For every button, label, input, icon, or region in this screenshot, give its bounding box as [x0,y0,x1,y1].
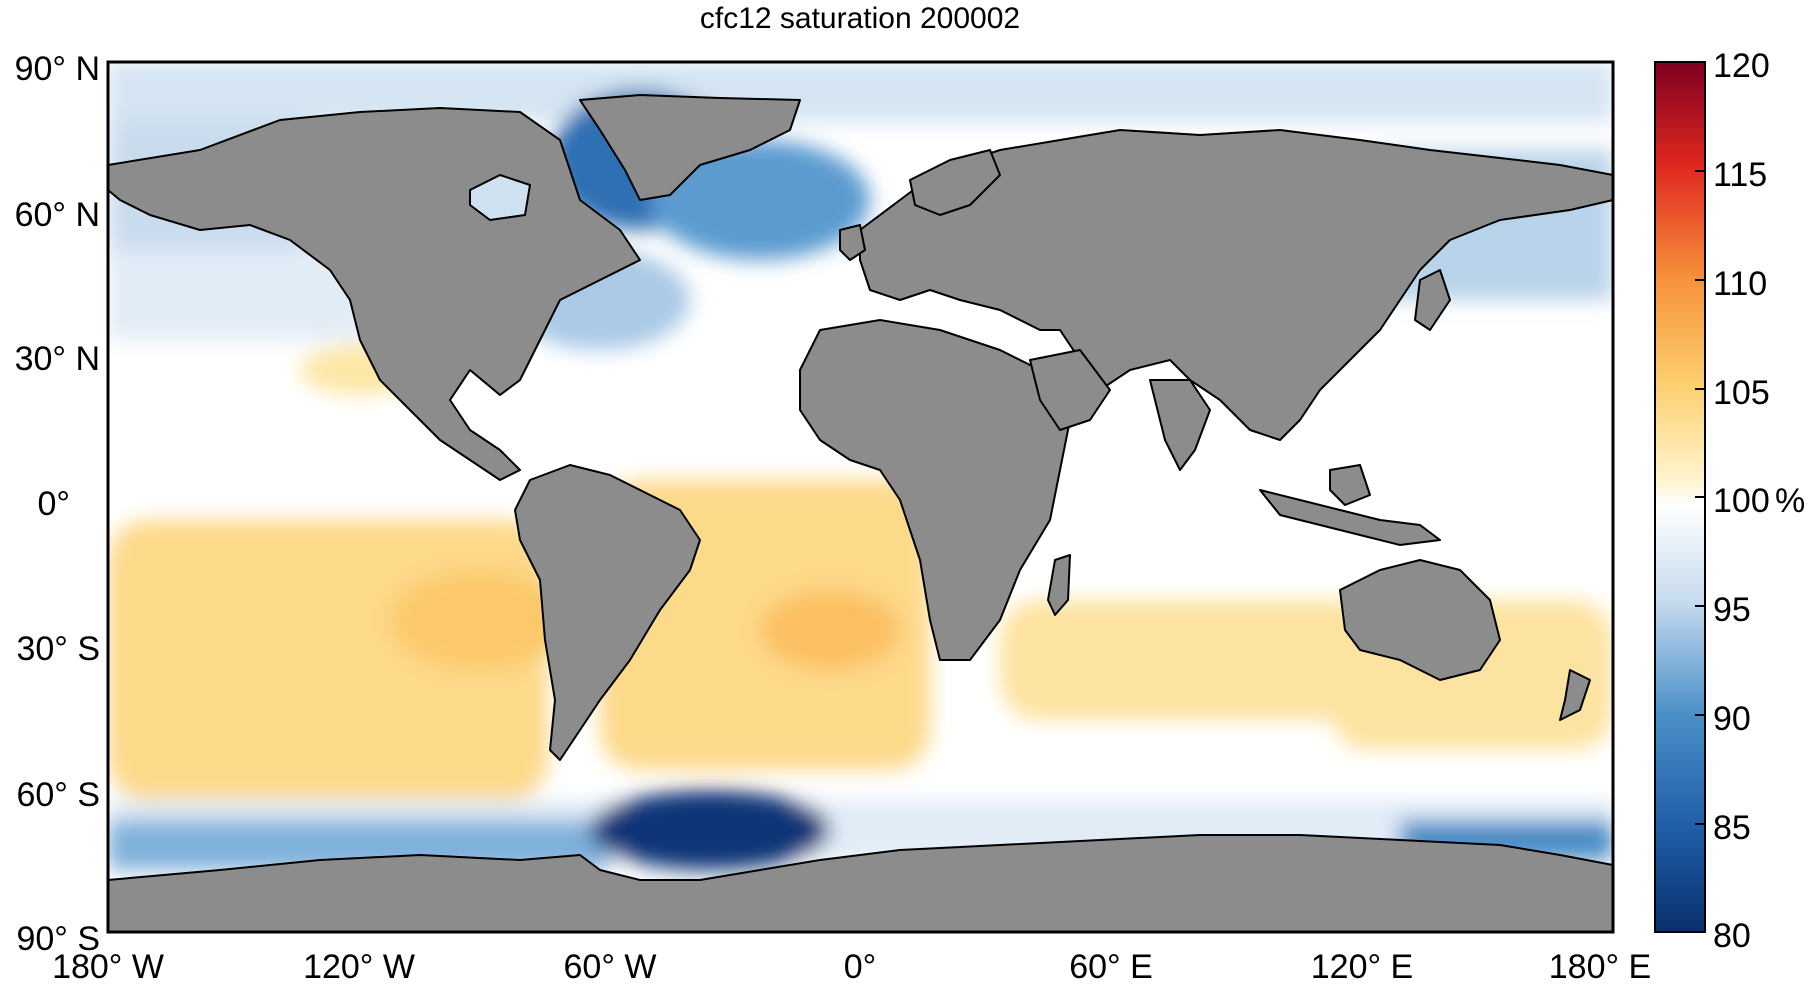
indian-ocean-warm-field [1000,600,1380,720]
colorbar-unit-label: % [1775,482,1805,520]
australia-land [1339,559,1501,681]
borneo-land [1329,464,1371,506]
south-atlantic-core [760,590,900,670]
indonesia-land [1259,489,1441,546]
africa-land [799,319,1071,661]
colorbar-ticks [1695,61,1705,933]
colorbar-tick-label: 100 [1713,482,1770,520]
lon-tick-label: 180° W [52,948,164,984]
latitude-axis: 90° N 60° N 30° N 0° 30° S 60° S 90° S [15,50,100,958]
greenland-land [579,94,801,201]
madagascar-land [1047,554,1071,616]
lon-tick-label: 0° [844,948,877,984]
map-title: cfc12 saturation 200002 [700,2,1020,35]
arctic-band [108,62,1613,122]
new-zealand-land [1559,669,1591,721]
weddell-sea-field [590,790,830,870]
saturation-field [108,62,1613,932]
colorbar-tick-label: 105 [1713,374,1770,412]
map-frame [106,60,1615,934]
lon-tick-label: 120° W [303,948,415,984]
colorbar: 120 115 110 105 100 95 90 85 80 % [1654,47,1805,955]
colorbar-tick-label: 110 [1713,265,1767,303]
lat-tick-label: 90° S [16,920,100,958]
lon-tick-label: 120° E [1311,948,1413,984]
colorbar-tick-label: 115 [1713,156,1767,194]
longitude-axis: 180° W 120° W 60° W 0° 60° E 120° E 180°… [52,948,1651,984]
antarctica-land [108,834,1613,932]
hudson-bay-water [469,174,531,221]
eurasia-land [859,129,1613,441]
arabia-land [1029,349,1111,431]
lat-tick-label: 30° S [16,630,100,668]
south-pacific-core [390,570,570,670]
colorbar-tick-label: 85 [1713,809,1751,847]
landmasses [108,94,1613,932]
south-america-land [514,464,701,761]
lat-tick-label: 60° S [16,776,100,814]
lat-tick-label: 30° N [15,340,100,378]
colorbar-tick-label: 90 [1713,700,1751,738]
lon-tick-label: 60° E [1069,948,1153,984]
uk-land [839,224,866,261]
colorbar-tick-label: 80 [1713,917,1751,955]
lon-tick-label: 180° E [1549,948,1651,984]
lat-tick-label: 0° [37,485,70,523]
colorbar-tick-label: 95 [1713,591,1751,629]
scandinavia-land [909,149,1001,216]
lat-tick-label: 60° N [15,196,100,234]
lon-tick-label: 60° W [564,948,657,984]
india-land [1149,379,1211,471]
colorbar-tick-label: 120 [1713,47,1770,85]
north-atlantic-field [650,140,870,260]
japan-land [1414,269,1451,331]
lat-tick-label: 90° N [15,50,100,88]
